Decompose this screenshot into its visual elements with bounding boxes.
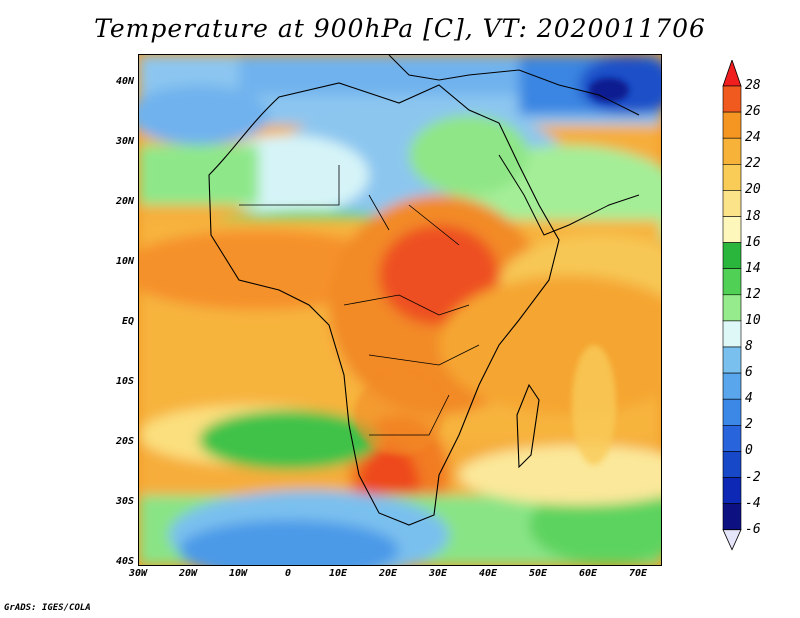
colorbar-swatch <box>722 242 742 270</box>
x-tick-label: 0 <box>284 568 292 579</box>
chart-title: Temperature at 900hPa [C], VT: 202001170… <box>94 14 706 43</box>
colorbar-tick-label: -6 <box>745 521 761 537</box>
colorbar-tick-label: 6 <box>745 365 753 381</box>
colorbar-tick-label: 26 <box>745 104 761 120</box>
x-tick-label: 10E <box>328 568 348 579</box>
colorbar-top-triangle <box>722 60 742 87</box>
x-tick-label: 20E <box>378 568 398 579</box>
x-tick-label: 10W <box>228 568 248 579</box>
x-tick-label: 20W <box>178 568 198 579</box>
y-tick-label: EQ <box>121 316 134 327</box>
y-tick-label: 40S <box>115 556 134 567</box>
colorbar-tick-label: 10 <box>745 312 761 328</box>
y-tick-label: 10N <box>115 256 134 267</box>
colorbar-swatch <box>722 503 742 531</box>
colorbar-tick-label: 20 <box>745 182 761 198</box>
x-tick-label: 50E <box>528 568 548 579</box>
colorbar-tick-label: -2 <box>745 469 761 485</box>
colorbar-swatch <box>722 451 742 478</box>
colorbar-tick-label: 14 <box>745 260 761 276</box>
y-tick-label: 20S <box>115 436 134 447</box>
colorbar-tick-label: 8 <box>745 339 753 354</box>
x-tick-label: 30W <box>128 568 148 579</box>
colorbar-tick-label: 24 <box>745 130 761 146</box>
colorbar-swatch <box>722 294 742 322</box>
colorbar-tick-label: 0 <box>745 443 753 459</box>
colorbar-tick-label: 16 <box>745 234 761 250</box>
colorbar-swatch <box>722 477 742 504</box>
colorbar-swatch <box>722 216 742 243</box>
colorbar-swatch <box>722 346 742 374</box>
y-tick-label: 10S <box>115 376 134 387</box>
colorbar-swatch <box>722 190 742 217</box>
colorbar-tick-label: 12 <box>745 286 761 302</box>
x-tick-label: 30E <box>428 568 448 579</box>
colorbar-swatch <box>722 372 742 400</box>
colorbar-tick-label: 2 <box>745 417 753 433</box>
colorbar-swatch <box>722 85 742 113</box>
colorbar-tick-label: 4 <box>745 391 753 407</box>
y-tick-label: 30N <box>115 136 134 147</box>
x-tick-label: 40E <box>478 568 498 579</box>
y-tick-label: 30S <box>115 496 134 507</box>
colorbar-tick-label: 22 <box>745 156 761 172</box>
colorbar-swatch <box>722 164 742 191</box>
y-tick-label: 40N <box>115 76 134 87</box>
colorbar-tick-label: 28 <box>745 78 761 93</box>
footer-credit: GrADS: IGES/COLA <box>4 603 91 613</box>
colorbar-swatch <box>722 398 742 426</box>
y-tick-label: 20N <box>115 196 134 207</box>
colorbar-swatch <box>722 111 742 139</box>
colorbar-swatch <box>722 268 742 296</box>
colorbar-bottom-triangle <box>722 529 742 551</box>
colorbar-tick-label: -4 <box>745 495 761 511</box>
colorbar-tick-label: 18 <box>745 208 761 224</box>
x-tick-label: 60E <box>578 568 598 579</box>
x-tick-label: 70E <box>628 568 648 579</box>
temperature-map <box>138 54 662 566</box>
colorbar-swatch <box>722 424 742 452</box>
colorbar-swatch <box>722 137 742 165</box>
colorbar-swatch <box>722 320 742 348</box>
